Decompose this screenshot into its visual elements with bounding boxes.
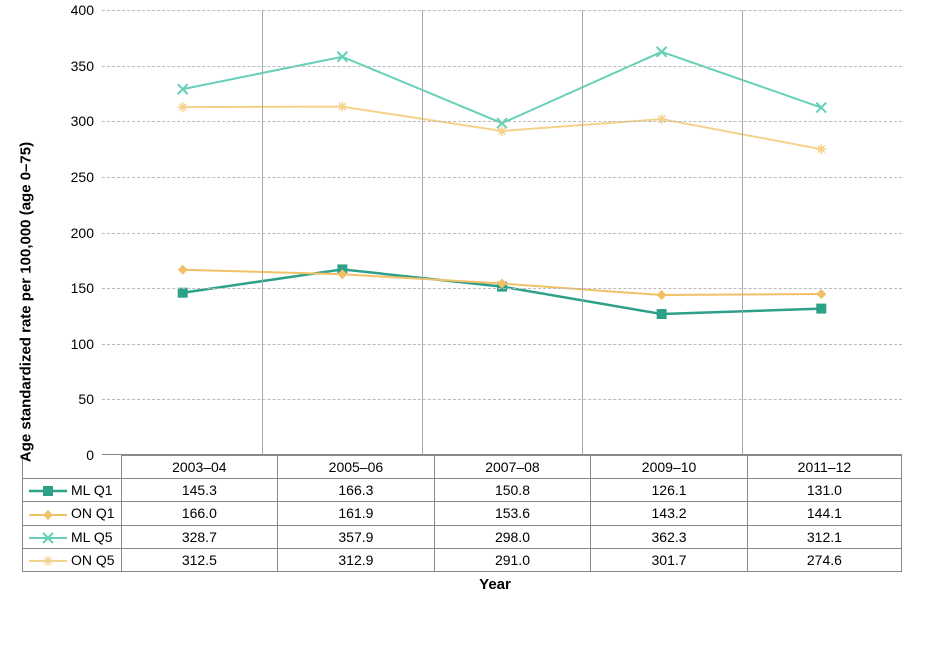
series-marker [178, 102, 188, 112]
year-header: 2003–04 [121, 456, 278, 479]
y-tick-label: 400 [71, 2, 102, 18]
series-line [183, 269, 822, 314]
series-line [183, 52, 822, 123]
series-marker [657, 47, 667, 57]
legend-cell: ON Q1 [23, 502, 122, 525]
series-marker [178, 265, 188, 275]
y-tick-label: 0 [86, 447, 102, 463]
data-cell: 166.0 [121, 502, 278, 525]
data-cell: 126.1 [591, 479, 748, 502]
data-cell: 312.1 [747, 525, 901, 548]
data-cell: 298.0 [434, 525, 591, 548]
y-tick-label: 350 [71, 58, 102, 74]
data-cell: 312.5 [121, 548, 278, 571]
series-marker [816, 103, 826, 113]
legend-cell: ML Q5 [23, 525, 122, 548]
gridline [102, 399, 902, 400]
plot-area: 050100150200250300350400 [102, 10, 902, 455]
data-cell: 166.3 [278, 479, 435, 502]
table-body: ML Q1 145.3166.3150.8126.1131.0 ON Q1 166.0… [23, 479, 902, 572]
data-cell: 153.6 [434, 502, 591, 525]
category-separator [742, 10, 743, 454]
data-cell: 362.3 [591, 525, 748, 548]
data-cell: 143.2 [591, 502, 748, 525]
data-cell: 274.6 [747, 548, 901, 571]
category-separator [262, 10, 263, 454]
gridline [102, 344, 902, 345]
gridline [102, 10, 902, 11]
y-tick-label: 100 [71, 336, 102, 352]
series-marker [816, 144, 826, 154]
gridline [102, 233, 902, 234]
gridline [102, 121, 902, 122]
data-cell: 144.1 [747, 502, 901, 525]
gridline [102, 66, 902, 67]
data-cell: 312.9 [278, 548, 435, 571]
table-row: ML Q5 328.7357.9298.0362.3312.1 [23, 525, 902, 548]
series-marker [816, 289, 826, 299]
x-axis-label: Year [70, 576, 920, 593]
series-marker [657, 290, 667, 300]
y-axis-label: Age standardized rate per 100,000 (age 0… [18, 142, 35, 462]
y-tick-label: 200 [71, 225, 102, 241]
year-header: 2005–06 [278, 456, 435, 479]
series-marker [178, 288, 188, 298]
table-row: ON Q5 312.5312.9291.0301.7274.6 [23, 548, 902, 571]
table-header-row: 2003–042005–062007–082009–102011–12 [23, 456, 902, 479]
data-cell: 161.9 [278, 502, 435, 525]
data-cell: 131.0 [747, 479, 901, 502]
data-cell: 357.9 [278, 525, 435, 548]
y-tick-label: 300 [71, 113, 102, 129]
data-table: 2003–042005–062007–082009–102011–12 ML Q… [22, 455, 902, 572]
legend-cell: ON Q5 [23, 548, 122, 571]
y-tick-label: 150 [71, 280, 102, 296]
series-marker [337, 102, 347, 112]
series-marker [497, 126, 507, 136]
series-name: ON Q5 [71, 552, 115, 568]
series-name: ML Q1 [71, 482, 113, 498]
legend-swatch [27, 508, 69, 522]
y-tick-label: 250 [71, 169, 102, 185]
legend-cell: ML Q1 [23, 479, 122, 502]
category-separator [422, 10, 423, 454]
table-row: ON Q1 166.0161.9153.6143.2144.1 [23, 502, 902, 525]
legend-swatch [27, 484, 69, 498]
year-header: 2007–08 [434, 456, 591, 479]
legend-swatch [27, 531, 69, 545]
data-cell: 291.0 [434, 548, 591, 571]
data-cell: 301.7 [591, 548, 748, 571]
series-name: ON Q1 [71, 505, 115, 521]
category-separator [582, 10, 583, 454]
year-header: 2009–10 [591, 456, 748, 479]
series-marker [657, 114, 667, 124]
series-marker [816, 304, 826, 314]
gridline [102, 177, 902, 178]
gridline [102, 288, 902, 289]
data-cell: 145.3 [121, 479, 278, 502]
data-cell: 328.7 [121, 525, 278, 548]
data-cell: 150.8 [434, 479, 591, 502]
year-header: 2011–12 [747, 456, 901, 479]
series-name: ML Q5 [71, 529, 113, 545]
series-marker [657, 309, 667, 319]
legend-swatch [27, 554, 69, 568]
table-row: ML Q1 145.3166.3150.8126.1131.0 [23, 479, 902, 502]
legend-column-header [23, 456, 122, 479]
chart-container: Age standardized rate per 100,000 (age 0… [10, 10, 920, 593]
y-tick-label: 50 [78, 391, 102, 407]
